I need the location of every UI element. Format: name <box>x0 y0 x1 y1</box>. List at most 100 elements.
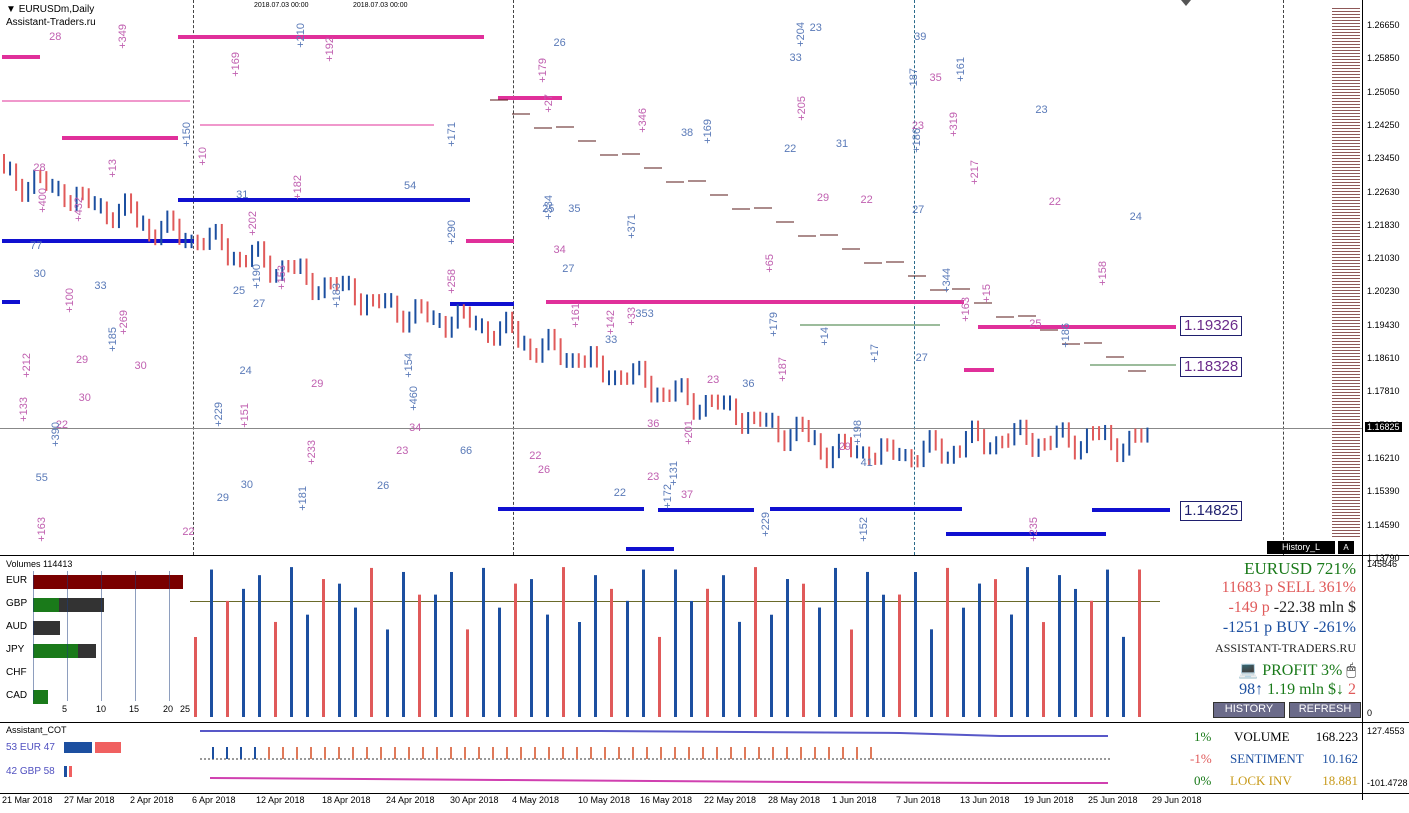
chart-annotation-number: 30 <box>134 359 147 372</box>
price-tick-label: 1.22630 <box>1367 186 1400 197</box>
volume-bar <box>946 567 949 717</box>
chart-annotation-number: +233 <box>306 439 319 465</box>
date-tick-label: 2 Apr 2018 <box>130 795 174 805</box>
volume-bar <box>930 629 933 717</box>
cot-eur-bar-short <box>95 742 121 753</box>
history-button[interactable]: HISTORY <box>1213 702 1285 718</box>
volume-bar <box>466 629 469 717</box>
cot-bar <box>212 747 214 759</box>
volume-avg-line <box>0 601 1160 602</box>
refresh-button[interactable]: REFRESH <box>1289 702 1361 718</box>
volume-max-label: 145846 <box>1367 559 1398 569</box>
price-tag-mid[interactable]: 1.18328 <box>1180 357 1243 377</box>
date-tick-label: 18 Apr 2018 <box>322 795 371 805</box>
pane-separator <box>0 793 1409 794</box>
currency-label: CAD <box>6 690 28 701</box>
cot-bar <box>226 747 228 759</box>
date-tick-label: 16 May 2018 <box>640 795 693 805</box>
volume-bar <box>1026 567 1029 717</box>
chart-annotation-number: 27 <box>253 298 266 311</box>
volumes-pane[interactable]: Volumes 114413 EUR GBP AUD JPY CHF CAD 5 10 1… <box>0 557 1362 720</box>
chart-annotation-number: 22 <box>613 486 627 499</box>
price-chart-pane[interactable]: ▼ EURUSDm,Daily Assistant-Traders.ru 201… <box>0 0 1362 555</box>
chart-annotation-number: +212 <box>20 352 33 378</box>
chart-annotation-number: 34 <box>409 422 422 435</box>
chart-annotation-number: +202 <box>246 210 259 236</box>
volume-bar <box>546 614 549 717</box>
volume-axis: 145846 0 <box>1363 557 1409 720</box>
chart-annotation-number: +183 <box>331 282 344 308</box>
price-tag-support[interactable]: 1.14825 <box>1180 501 1243 521</box>
cot-lines-svg <box>200 730 1110 784</box>
volume-bar <box>562 567 565 717</box>
chart-annotation-number: +187 <box>777 356 790 382</box>
cot-bar <box>492 747 494 759</box>
stats-money: 1.19 mln $↓ <box>1267 681 1344 698</box>
volume-bar <box>882 594 885 717</box>
cot-bar <box>436 747 438 759</box>
chart-annotation-number: +185 <box>107 327 120 352</box>
chart-annotation-number: +158 <box>1096 261 1109 286</box>
volumes-title: Volumes 114413 <box>6 559 73 569</box>
collapse-arrow-icon[interactable]: ▼ <box>6 4 16 15</box>
stats-volume: 98↑ 1.19 mln $↓ 2 <box>1239 681 1356 699</box>
volume-bar <box>530 579 533 717</box>
cot-bar <box>268 747 270 759</box>
chart-shift-marker-icon[interactable] <box>1181 0 1191 6</box>
chart-annotation-number: 25 <box>542 202 555 215</box>
top-date-1: 2018.07.03 00:00 <box>254 2 309 9</box>
price-tag-resistance[interactable]: 1.19326 <box>1180 316 1243 336</box>
stats-buy: -1251 p BUY -261% <box>1222 619 1356 636</box>
date-tick-label: 24 Apr 2018 <box>386 795 435 805</box>
date-tick-label: 10 May 2018 <box>578 795 631 805</box>
currency-label: GBP <box>6 598 28 609</box>
volume-bar <box>914 572 917 717</box>
chart-annotation-number: +154 <box>402 353 415 379</box>
chart-annotation-number: 26 <box>553 37 566 50</box>
chart-annotation-number: +13 <box>107 158 120 178</box>
volume-bar <box>402 571 405 717</box>
cot-bar <box>394 747 396 759</box>
volume-bar <box>194 637 197 717</box>
cot-sentiment-name: SENTIMENT <box>1230 751 1304 766</box>
chart-annotation-number: +14 <box>818 327 831 346</box>
volume-bar <box>770 614 773 717</box>
strength-axis-5: 5 <box>62 704 68 714</box>
chart-annotation-number: +186 <box>910 127 923 153</box>
cot-bar <box>660 747 662 759</box>
stats-num: 2 <box>1348 681 1356 698</box>
price-axis[interactable]: 1.26650 1.25850 1.25050 1.24250 1.23450 1.226… <box>1363 0 1409 563</box>
chart-annotation-number: +179 <box>536 58 549 84</box>
price-tick-label: 1.13790 <box>1367 552 1400 563</box>
chart-annotation-number: 28 <box>49 30 62 43</box>
cot-pane[interactable]: Assistant_COT 53 EUR 47 42 GBP 58 1% VOL… <box>0 723 1362 793</box>
period-separator <box>513 0 514 555</box>
chart-annotation-number: 23 <box>809 22 822 35</box>
volume-bar <box>786 579 789 717</box>
chart-annotation-number: 23 <box>396 444 409 457</box>
date-tick-label: 21 Mar 2018 <box>2 795 53 805</box>
chart-annotation-number: 23 <box>1035 104 1048 117</box>
mouse-icon: 🖱 <box>1346 662 1356 679</box>
volume-bar <box>514 583 517 717</box>
cot-bar <box>310 747 312 759</box>
date-tick-label: 27 Mar 2018 <box>64 795 115 805</box>
chart-annotation-number: 33 <box>604 334 618 347</box>
volume-bar <box>722 575 725 717</box>
cot-bar <box>730 747 732 759</box>
volume-bar <box>626 600 629 717</box>
history-label-button[interactable]: History_L <box>1267 541 1335 554</box>
stats-symbol-profit: EURUSD 721% <box>1244 559 1356 578</box>
chart-annotation-number: 23 <box>911 120 925 133</box>
chart-annotation-number: +65 <box>763 254 776 273</box>
chart-annotation-number: 31 <box>835 138 849 151</box>
volume-bar <box>978 583 981 717</box>
chart-annotation-number: 22 <box>55 419 69 432</box>
volume-bar <box>386 629 389 717</box>
strength-axis-15: 15 <box>129 704 140 714</box>
volume-bar <box>450 571 453 717</box>
chart-annotation-number: 54 <box>404 180 417 193</box>
date-tick-label: 13 Jun 2018 <box>960 795 1010 805</box>
auto-trading-icon[interactable]: A <box>1338 541 1354 554</box>
cot-title: Assistant_COT <box>6 725 67 735</box>
